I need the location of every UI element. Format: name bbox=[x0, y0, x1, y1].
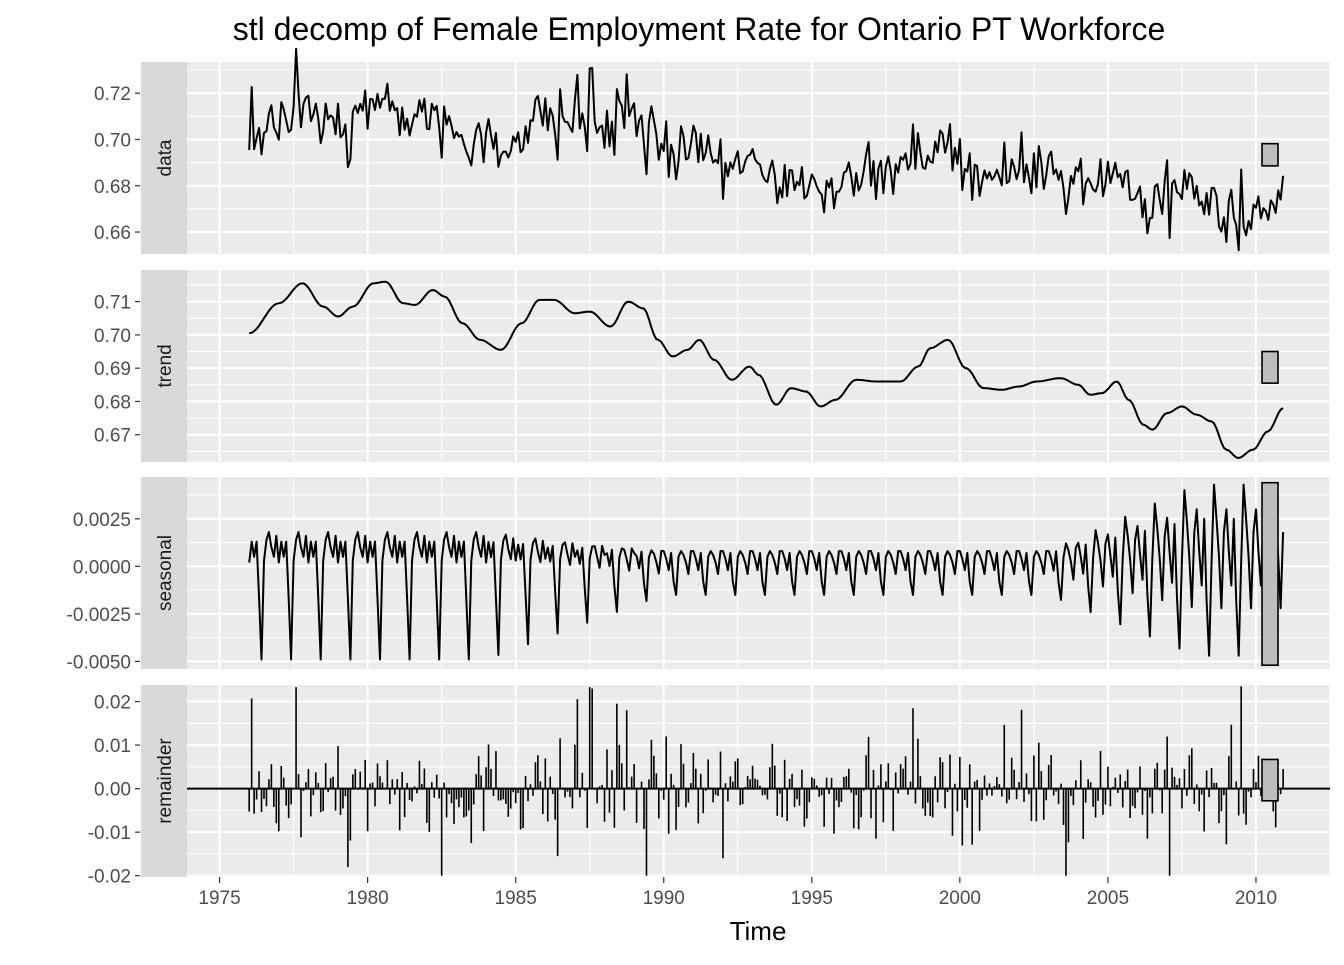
x-axis-title: Time bbox=[730, 916, 787, 946]
scale-range-bar bbox=[1261, 350, 1279, 384]
series-line-trend bbox=[249, 280, 1284, 459]
series-line-data bbox=[248, 47, 1285, 252]
strip-label-data: data bbox=[155, 139, 176, 176]
x-axis: 1975 1980 1985 1990 1995 2000 2005 2010 bbox=[198, 877, 1277, 909]
panel-data: data 0.72 0.70 0.68 0.66 bbox=[94, 47, 1331, 254]
y-tick-label: 0.66 bbox=[94, 223, 131, 244]
strip-label-remainder: remainder bbox=[155, 738, 176, 824]
panel-background bbox=[187, 62, 1330, 254]
scale-range-bar bbox=[1261, 481, 1279, 666]
x-tick-label: 1985 bbox=[495, 888, 537, 909]
y-tick-label: -0.0050 bbox=[67, 652, 131, 673]
x-tick-label: 2000 bbox=[939, 888, 981, 909]
y-tick-label: 0.72 bbox=[94, 84, 131, 105]
x-tick-label: 1975 bbox=[198, 888, 240, 909]
y-tick-label: 0.70 bbox=[94, 326, 131, 347]
y-tick-label: 0.71 bbox=[94, 293, 131, 314]
strip-label-seasonal: seasonal bbox=[155, 535, 176, 611]
x-tick-label: 2005 bbox=[1087, 888, 1129, 909]
y-tick-label: -0.01 bbox=[88, 823, 131, 844]
panel-seasonal: seasonal 0.0025 0.0000 -0.0025 -0.0050 bbox=[67, 477, 1331, 673]
y-tick-label: 0.0000 bbox=[73, 557, 131, 578]
panel-trend: trend 0.71 0.70 0.69 0.68 0.67 bbox=[94, 270, 1331, 462]
y-tick-label: 0.68 bbox=[94, 177, 131, 198]
panel-background bbox=[187, 270, 1330, 462]
x-tick-label: 1995 bbox=[791, 888, 833, 909]
y-tick-label: 0.67 bbox=[94, 426, 131, 447]
x-tick-label: 1990 bbox=[643, 888, 685, 909]
y-tick-label: 0.00 bbox=[94, 780, 131, 801]
panel-strip bbox=[141, 477, 187, 669]
panel-background bbox=[187, 685, 1330, 877]
x-tick-label: 1980 bbox=[346, 888, 388, 909]
panel-background bbox=[187, 477, 1330, 669]
y-tick-label: 0.70 bbox=[94, 130, 131, 151]
y-tick-label: 0.02 bbox=[94, 693, 131, 714]
panels: data 0.72 0.70 0.68 0.66 trend 0.71 0.70 0.69 0.6… bbox=[67, 47, 1331, 888]
chart-title: stl decomp of Female Employment Rate for… bbox=[233, 11, 1166, 47]
panel-strip bbox=[141, 62, 187, 254]
y-tick-label: 0.68 bbox=[94, 392, 131, 413]
scale-range-bar bbox=[1261, 758, 1279, 802]
x-tick-label: 2010 bbox=[1235, 888, 1277, 909]
y-tick-label: 0.69 bbox=[94, 359, 131, 380]
y-tick-label: -0.02 bbox=[88, 867, 131, 888]
y-tick-label: -0.0025 bbox=[67, 605, 131, 626]
scale-range-bar bbox=[1261, 142, 1279, 167]
strip-label-trend: trend bbox=[155, 344, 176, 387]
panel-strip bbox=[141, 685, 187, 877]
y-tick-label: 0.0025 bbox=[73, 510, 131, 531]
panel-remainder: remainder 0.02 0.01 0.00 -0.01 -0.02 bbox=[88, 685, 1331, 888]
y-tick-label: 0.01 bbox=[94, 736, 131, 757]
panel-strip bbox=[141, 270, 187, 462]
series-line-seasonal bbox=[248, 483, 1285, 661]
